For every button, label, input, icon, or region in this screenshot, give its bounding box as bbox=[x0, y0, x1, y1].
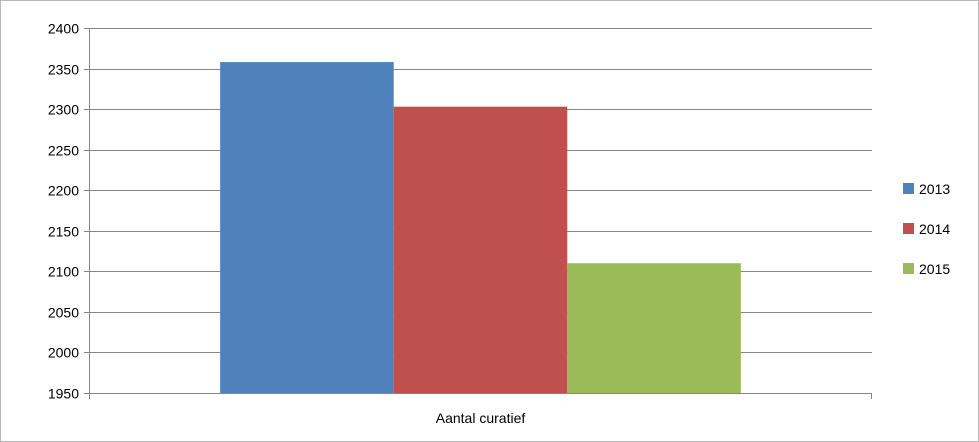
y-tick-label: 2250 bbox=[48, 143, 79, 159]
y-tick-label: 2100 bbox=[48, 264, 79, 280]
x-category-label: Aantal curatief bbox=[436, 410, 526, 426]
y-tick-label: 1950 bbox=[48, 386, 79, 402]
legend-label: 2014 bbox=[919, 221, 950, 237]
y-tick-label: 2350 bbox=[48, 62, 79, 78]
legend-swatch bbox=[903, 263, 914, 274]
y-tick-label: 2200 bbox=[48, 183, 79, 199]
y-tick-label: 2150 bbox=[48, 224, 79, 240]
legend-label: 2015 bbox=[919, 261, 950, 277]
axes bbox=[84, 28, 872, 399]
bar-2013 bbox=[220, 62, 394, 394]
legend-label: 2013 bbox=[919, 181, 950, 197]
y-tick-label: 2000 bbox=[48, 345, 79, 361]
y-tick-label: 2300 bbox=[48, 102, 79, 118]
bar-2015 bbox=[567, 263, 741, 393]
y-tick-label: 2050 bbox=[48, 305, 79, 321]
y-tick-label: 2400 bbox=[48, 21, 79, 37]
bars bbox=[220, 62, 741, 394]
bar-2014 bbox=[393, 106, 568, 393]
legend-swatch bbox=[903, 223, 914, 234]
y-axis-ticks: 1950 2000 2050 2100 2150 2200 2250 2300 2350 2400 bbox=[48, 21, 79, 402]
legend-swatch bbox=[903, 183, 914, 194]
legend: 2013 2014 2015 bbox=[903, 181, 950, 277]
x-axis-categories: Aantal curatief bbox=[436, 410, 526, 426]
